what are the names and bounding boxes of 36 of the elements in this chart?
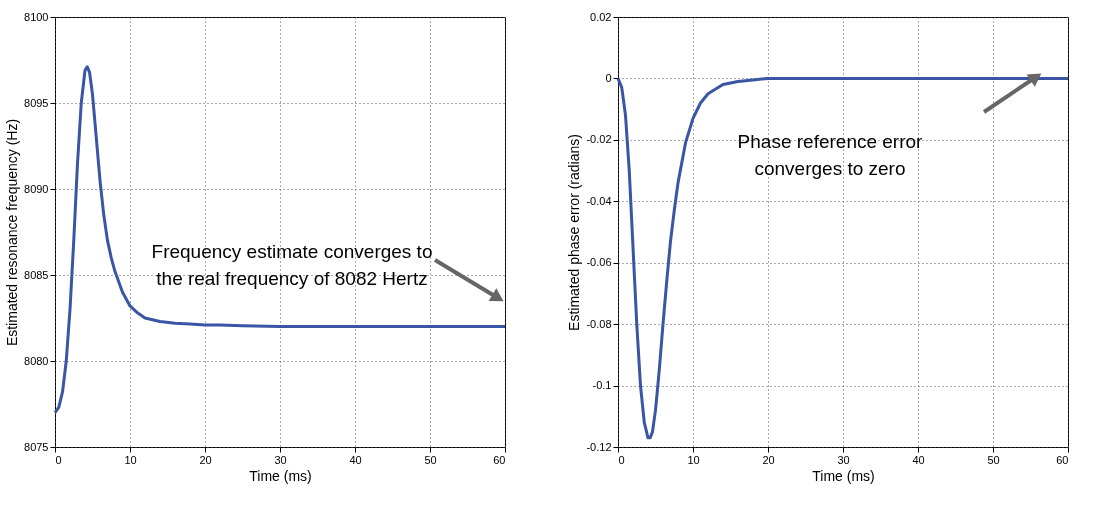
y-tick-label: -0.12 (586, 440, 612, 453)
y-tick-label: -0.04 (586, 194, 612, 207)
y-tick-label: 8100 (24, 10, 49, 23)
x-tick-label: 40 (912, 453, 925, 466)
line-series (53, 65, 507, 415)
x-tick-label: 30 (837, 453, 850, 466)
line-series (616, 76, 1070, 440)
x-tick-label: 30 (274, 453, 287, 466)
x-tick-label: 40 (349, 453, 362, 466)
x-tick-label: 10 (687, 453, 700, 466)
y-tick-label: 8095 (24, 96, 49, 109)
y-tick-label: -0.08 (586, 317, 612, 330)
y-tick-label: -0.1 (592, 379, 612, 392)
x-axis-title: Time (ms) (812, 467, 875, 484)
y-axis-title: Estimated phase error (radians) (566, 134, 583, 331)
y-tick-label: 8090 (24, 182, 49, 195)
x-tick-label: 50 (424, 453, 437, 466)
y-tick-label: 0.02 (590, 10, 612, 23)
x-tick-label: 60 (493, 453, 506, 466)
x-axis-title: Time (ms) (249, 467, 312, 484)
x-tick-label: 10 (124, 453, 137, 466)
x-tick-label: 60 (1056, 453, 1069, 466)
annotation: Phase reference error converges to zero (737, 131, 924, 179)
y-axis-title: Estimated resonance frequency (Hz) (4, 118, 21, 347)
x-tick-label: 0 (55, 453, 62, 466)
y-tick-label: 8080 (24, 354, 49, 367)
y-tick-label: 8085 (24, 268, 49, 281)
x-tick-label: 20 (199, 453, 212, 466)
y-tick-label: -0.06 (586, 256, 612, 269)
annotation: Frequency estimate converges to the real frequency of 8082 Hertz (151, 241, 433, 289)
x-tick-label: 20 (762, 453, 775, 466)
y-tick-label: -0.02 (586, 133, 612, 146)
y-tick-label: 8075 (24, 440, 49, 453)
x-tick-label: 0 (618, 453, 625, 466)
x-tick-label: 50 (987, 453, 1000, 466)
y-tick-label: 0 (605, 71, 612, 84)
